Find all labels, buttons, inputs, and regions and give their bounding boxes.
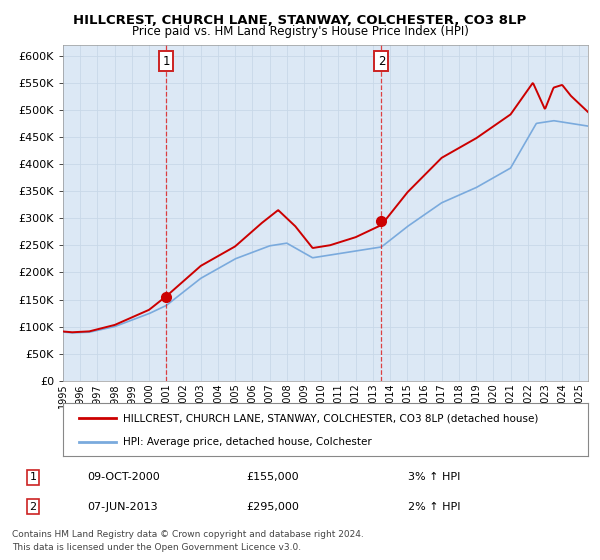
Text: 2: 2	[29, 502, 37, 512]
Text: Contains HM Land Registry data © Crown copyright and database right 2024.: Contains HM Land Registry data © Crown c…	[12, 530, 364, 539]
Text: 2: 2	[377, 54, 385, 68]
Text: £295,000: £295,000	[246, 502, 299, 512]
Text: 3% ↑ HPI: 3% ↑ HPI	[408, 472, 460, 482]
Text: Price paid vs. HM Land Registry's House Price Index (HPI): Price paid vs. HM Land Registry's House …	[131, 25, 469, 38]
Text: 2% ↑ HPI: 2% ↑ HPI	[408, 502, 461, 512]
Text: £155,000: £155,000	[246, 472, 299, 482]
Text: This data is licensed under the Open Government Licence v3.0.: This data is licensed under the Open Gov…	[12, 543, 301, 552]
Text: HILLCREST, CHURCH LANE, STANWAY, COLCHESTER, CO3 8LP (detached house): HILLCREST, CHURCH LANE, STANWAY, COLCHES…	[124, 413, 539, 423]
Text: HILLCREST, CHURCH LANE, STANWAY, COLCHESTER, CO3 8LP: HILLCREST, CHURCH LANE, STANWAY, COLCHES…	[73, 14, 527, 27]
Text: 1: 1	[163, 54, 170, 68]
Text: 07-JUN-2013: 07-JUN-2013	[87, 502, 158, 512]
Text: HPI: Average price, detached house, Colchester: HPI: Average price, detached house, Colc…	[124, 436, 372, 446]
Text: 09-OCT-2000: 09-OCT-2000	[87, 472, 160, 482]
Text: 1: 1	[29, 472, 37, 482]
